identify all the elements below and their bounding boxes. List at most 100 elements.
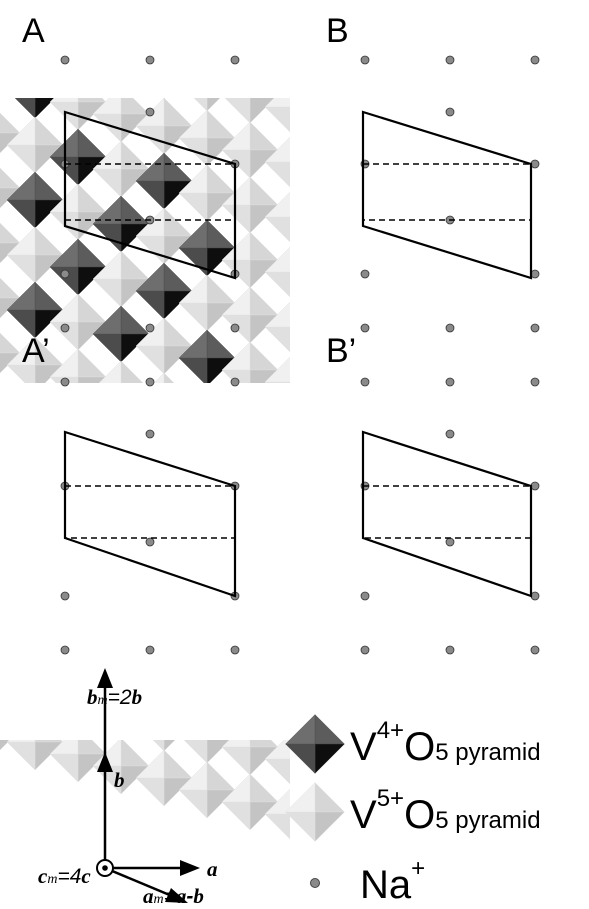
v5-pyramid [222,177,278,233]
v5-pyramid-face [121,251,149,279]
v5-pyramid-face [265,456,293,484]
v5-pyramid-face [78,726,106,754]
v5-pyramid-face [35,420,63,448]
v5-pyramid-face [250,67,278,95]
v5-pyramid-face [335,659,363,687]
v5-pyramid-face [136,778,164,806]
v5-pyramid [393,361,449,417]
v4-pyramid-face [7,632,35,660]
v5-pyramid-face [522,554,550,582]
panel-a-prime: A’ [0,317,321,842]
v4-pyramid-face [207,330,235,358]
v5-pyramid-face [421,416,449,444]
v5-pyramid-face [350,74,378,102]
v4-pyramid [307,494,363,550]
v4-pyramid-face [550,664,578,692]
v5-pyramid-face [164,98,192,126]
v5-pyramid-face [307,145,335,173]
v5-pyramid-face [121,361,149,389]
v5-pyramid-face [550,342,578,370]
v5-pyramid-face [222,802,250,830]
v5-pyramid-face [421,389,449,417]
v4-pyramid-face [464,503,492,531]
v5-pyramid-face [264,455,292,483]
v5-pyramid [565,299,589,355]
v5-pyramid-face [121,86,149,114]
v5-pyramid-face [378,322,406,350]
v5-pyramid-face [464,43,492,71]
v5-pyramid-face [50,19,78,47]
v5-pyramid-face [292,50,320,78]
v4-pyramid-face [35,282,63,310]
panel-b-prime-label: B’ [326,332,356,370]
v5-pyramid-face [307,384,335,412]
sodium-ion [531,324,539,332]
v5-pyramid [565,464,589,520]
v5-pyramid-face [250,774,278,802]
v5-pyramid [179,385,235,441]
v5-pyramid [50,294,106,350]
v5-pyramid-face [50,699,78,727]
v4-pyramid-face [479,413,507,441]
v5-pyramid-face [436,373,464,401]
v5-pyramid-face [479,248,507,276]
v5-pyramid-face [421,169,449,197]
v5-pyramid-face [293,401,321,429]
v5-pyramid-face [292,400,320,428]
v5-pyramid-face [307,117,335,145]
v5-pyramid-face [93,573,121,601]
v5-pyramid-face [464,393,492,421]
v5-pyramid-face [164,530,192,558]
legend-v5-pyramid-icon [286,783,345,842]
v5-pyramid-face [378,432,406,460]
v5-pyramid-face [293,272,321,300]
v5-pyramid-face [250,692,278,720]
v5-pyramid-face [265,401,293,429]
panel-b-orthorhombic-cell [363,164,531,220]
v5-pyramid-face [479,440,507,468]
v5-pyramid-face [50,616,78,644]
cm-label: cm=4c [38,864,91,888]
v5-pyramid-face [292,675,320,703]
v5-pyramid-face [565,511,589,539]
v5-pyramid-face [307,659,335,687]
v4-pyramid-face [436,291,464,319]
v5-pyramid-face [550,397,578,425]
panel-b-label: B [326,12,349,50]
v4-pyramid-face [378,396,406,424]
v5-pyramid-face [179,460,207,488]
v5-pyramid [565,409,589,465]
v5-pyramid-face [292,23,320,51]
v5-pyramid-face [292,188,320,216]
v4-pyramid-face [436,613,464,641]
v5-pyramid [350,404,406,460]
v4-pyramid-face [78,239,106,267]
v5-pyramid [479,55,535,111]
v5-pyramid-face [479,165,507,193]
v5-pyramid-face [464,401,492,429]
panel-b-prime-unit-cells [363,432,531,596]
v5-pyramid-face [378,479,406,507]
v5-pyramid-face [250,499,278,527]
v5-pyramid-face [550,205,578,233]
v5-pyramid-face [292,537,320,565]
v4-pyramid-face [35,62,63,90]
v5-pyramid-face [550,609,578,637]
v5-pyramid-face [378,506,406,534]
v5-pyramid-face [0,400,20,428]
v5-pyramid [522,389,578,445]
v5-pyramid-face [292,592,320,620]
v5-pyramid-face [264,427,292,455]
v4-pyramid-face [393,628,421,656]
v5-pyramid-face [335,117,363,145]
v5-pyramid-face [565,649,589,677]
v5-pyramid-face [464,695,492,723]
v5-pyramid-face [250,664,278,692]
v5-pyramid-face [292,565,320,593]
v5-pyramid-face [0,0,20,23]
v5-pyramid-face [264,592,292,620]
panel-a-label: A [22,12,45,50]
v4-pyramid [136,585,192,641]
v4-pyramid [479,385,535,441]
v5-pyramid-face [265,464,293,492]
